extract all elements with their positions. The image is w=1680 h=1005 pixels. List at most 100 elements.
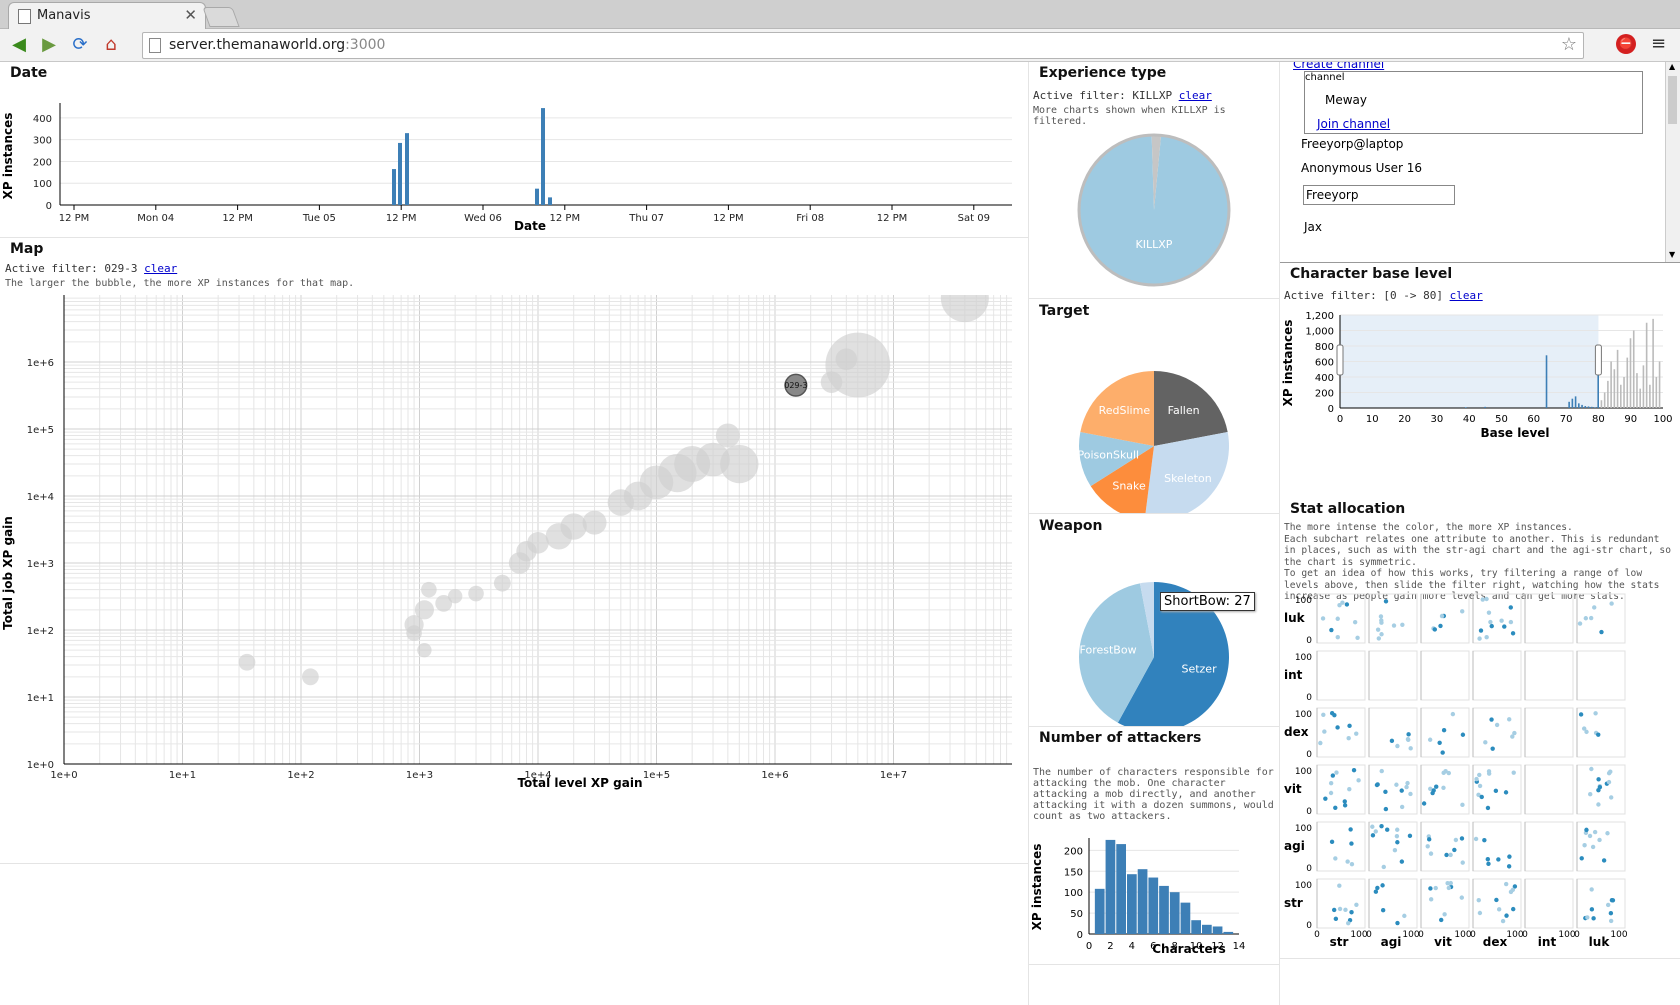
create-channel-link[interactable]: Create channel <box>1293 62 1385 71</box>
scrollbar-thumb[interactable] <box>1668 76 1677 124</box>
divider <box>1280 958 1680 959</box>
stat-point <box>1584 827 1589 833</box>
pie-slice-redslime[interactable] <box>1080 371 1154 446</box>
attackers-panel: Number of attackers The number of charac… <box>1029 727 1279 957</box>
attackers-chart[interactable]: 0 50 100 150 200 0 2 4 6 8 10 12 14 Characters XP inst… <box>1029 727 1279 957</box>
stat-point <box>1351 767 1357 773</box>
stat-point <box>1334 770 1339 775</box>
pie-slice-poisonskull[interactable] <box>1079 431 1154 487</box>
stat-point <box>1590 844 1596 850</box>
map-bubble[interactable] <box>940 293 989 323</box>
channel-label: channel <box>1305 72 1345 83</box>
brush-handle[interactable] <box>1336 344 1344 376</box>
stat-subchart <box>1524 764 1574 815</box>
map-bubble-selected[interactable] <box>784 373 808 397</box>
attackers-bar <box>1223 931 1234 934</box>
stat-point <box>1389 738 1395 744</box>
experience-type-pie[interactable]: KILLXP <box>1029 62 1279 298</box>
map-bubble[interactable] <box>414 600 435 620</box>
stat-point <box>1342 803 1348 808</box>
level-bar <box>1587 406 1590 408</box>
address-bar[interactable]: server.themanaworld.org:3000 ☆ <box>142 32 1584 59</box>
stat-point <box>1395 743 1400 749</box>
level-bar <box>1545 355 1548 408</box>
bubbles <box>238 293 989 686</box>
map-chart[interactable]: 1e+0 1e+1 1e+2 1e+3 1e+4 1e+5 1e+6 1e+7 1e+0 1e+1… <box>0 293 1028 863</box>
bookmark-star-icon[interactable]: ☆ <box>1560 34 1577 55</box>
stat-point <box>1605 831 1610 836</box>
date-bar <box>405 133 409 205</box>
pie-slice-setzer[interactable] <box>1117 582 1229 726</box>
stat-matrix[interactable]: luk1000int1000dex1000vit1000agi1000str10… <box>1280 590 1680 960</box>
xp-clear-link[interactable]: clear <box>1178 89 1212 102</box>
adblock-icon[interactable]: ⛔ <box>1616 34 1636 54</box>
map-bubble[interactable] <box>715 423 740 448</box>
stat-point <box>1392 848 1398 853</box>
stat-point <box>1370 833 1376 838</box>
slice-label: KILLXP <box>1136 238 1173 251</box>
weapon-pie[interactable]: Setzer ForestBow <box>1029 514 1279 726</box>
tab-manavis[interactable]: Manavis ✕ <box>8 2 206 29</box>
base-level-chart[interactable]: 0 200 400 600 800 1,000 1,200 0 10 20 30 40 50 60 70 80… <box>1280 288 1680 498</box>
map-bubble[interactable] <box>560 513 587 540</box>
pie-slice-snake[interactable] <box>1090 446 1154 513</box>
date-chart[interactable]: 0 100 200 300 400 12 PM Mon 04 12 PM Tue 05 12 PM… <box>0 62 1028 237</box>
stat-row-label: dex <box>1284 725 1309 739</box>
menu-icon[interactable]: ≡ <box>1651 33 1667 54</box>
target-pie[interactable]: Fallen Skeleton Snake PoisonSkull RedSlime <box>1029 299 1279 513</box>
join-channel-link[interactable]: Join channel <box>1317 117 1391 131</box>
stat-point <box>1486 771 1492 776</box>
forward-arrow-icon[interactable]: ▶ <box>42 34 56 55</box>
pie-slice-killxp[interactable] <box>1079 135 1229 285</box>
stat-point <box>1506 864 1512 869</box>
map-bubble[interactable] <box>404 615 424 635</box>
chat-scrollbar[interactable]: ▲ ▼ <box>1665 62 1680 262</box>
x-tick-label: 1e+4 <box>524 770 551 781</box>
map-bubble[interactable] <box>421 581 437 598</box>
x-tick-label: 12 PM <box>877 213 908 224</box>
stat-point <box>1394 833 1400 839</box>
level-bar <box>1636 373 1638 408</box>
map-bubble[interactable] <box>720 444 759 484</box>
attackers-bar <box>1116 844 1126 934</box>
x-tick-label: Tue 05 <box>302 213 336 224</box>
map-bubble[interactable] <box>301 668 319 686</box>
level-bar <box>1568 401 1570 408</box>
pie-slice-fallen[interactable] <box>1154 371 1228 446</box>
chat-name-input[interactable] <box>1303 185 1455 205</box>
pie-slice-forestbow[interactable] <box>1079 583 1154 723</box>
map-bubble[interactable] <box>527 532 549 554</box>
map-clear-link[interactable]: clear <box>144 262 178 275</box>
pie-slice-shortbow[interactable] <box>1139 582 1154 657</box>
map-bubble[interactable] <box>468 585 484 602</box>
scroll-down-icon[interactable]: ▼ <box>1669 250 1676 259</box>
level-clear-link[interactable]: clear <box>1449 289 1483 302</box>
back-arrow-icon[interactable]: ◀ <box>12 34 26 55</box>
y-tick-label: 1e+3 <box>27 559 54 570</box>
stat-col-label: agi <box>1381 935 1402 949</box>
close-tab-icon[interactable]: ✕ <box>184 6 197 24</box>
brush-handle[interactable] <box>1594 344 1602 376</box>
level-bar <box>1571 398 1574 408</box>
map-bubble[interactable] <box>238 653 256 671</box>
divider <box>1029 964 1279 965</box>
map-bubble[interactable] <box>417 642 432 658</box>
stat-point <box>1440 750 1445 755</box>
new-tab-button[interactable] <box>202 7 240 27</box>
y-tick-label: 100 <box>1295 710 1312 720</box>
pie-slice-skeleton[interactable] <box>1145 431 1230 513</box>
pie-slice-other[interactable] <box>1151 135 1162 210</box>
map-bubble[interactable] <box>435 594 453 612</box>
map-bubble[interactable] <box>582 510 607 535</box>
stat-point <box>1589 766 1594 772</box>
target-panel: Target Fallen Skeleton Snake PoisonSkull Red… <box>1029 299 1279 513</box>
scroll-up-icon[interactable]: ▲ <box>1669 62 1676 71</box>
map-bubble[interactable] <box>825 332 891 398</box>
attackers-bar <box>1180 902 1191 934</box>
home-icon[interactable]: ⌂ <box>105 34 117 55</box>
reload-icon[interactable]: ⟳ <box>72 34 88 55</box>
map-bubble[interactable] <box>447 588 463 604</box>
map-bubble[interactable] <box>493 574 511 592</box>
stat-subchart <box>1420 878 1470 929</box>
stat-point <box>1596 802 1601 807</box>
